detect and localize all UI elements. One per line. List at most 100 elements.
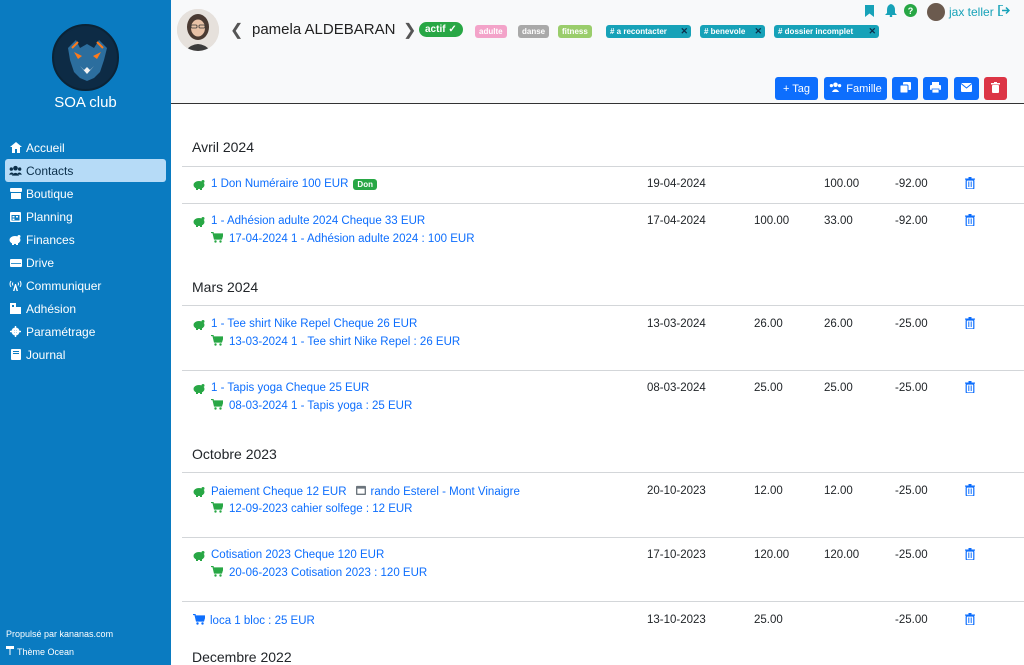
sidebar-item-label: Communiquer — [26, 278, 102, 293]
bookmark-icon[interactable] — [865, 5, 874, 20]
sidebar-item-planning[interactable]: Planning — [5, 205, 166, 228]
month-heading: Octobre 2023 — [192, 446, 277, 462]
amount-due: 120.00 — [754, 549, 790, 561]
sidebar-item-parametrage[interactable]: Paramétrage — [5, 320, 166, 343]
divider — [182, 537, 1024, 538]
transaction-link[interactable]: 1 - Tapis yoga Cheque 25 EUR — [193, 382, 369, 394]
envelope-icon — [960, 82, 973, 95]
club-name: SOA club — [54, 94, 117, 111]
logout-icon[interactable] — [997, 4, 1010, 19]
sidebar-item-drive[interactable]: Drive — [5, 251, 166, 274]
order-link[interactable]: 17-04-2024 1 - Adhésion adulte 2024 : 10… — [211, 231, 475, 246]
print-button[interactable] — [923, 77, 948, 100]
transaction-link[interactable]: Cotisation 2023 Cheque 120 EUR — [193, 549, 384, 561]
trash-icon[interactable] — [965, 214, 975, 229]
delete-contact-button[interactable] — [984, 77, 1007, 100]
balance: -92.00 — [895, 215, 928, 227]
trash-icon[interactable] — [965, 548, 975, 563]
transaction-date: 17-10-2023 — [647, 549, 706, 561]
remove-tag-icon[interactable]: ✕ — [680, 26, 688, 36]
trash-icon[interactable] — [965, 613, 975, 628]
sidebar-item-journal[interactable]: Journal — [5, 343, 166, 366]
sidebar-item-accueil[interactable]: Accueil — [5, 136, 166, 159]
divider — [182, 305, 1024, 306]
balance: -25.00 — [895, 614, 928, 626]
add-tag-button[interactable]: + Tag — [775, 77, 818, 100]
transaction-link[interactable]: loca 1 bloc : 25 EUR — [193, 613, 315, 628]
calendar-icon — [355, 485, 366, 498]
svg-text:?: ? — [908, 6, 914, 16]
sidebar: SOA club Accueil Contacts Boutique Plann… — [0, 0, 171, 665]
user-avatar — [927, 3, 945, 21]
transaction-link[interactable]: 1 - Tee shirt Nike Repel Cheque 26 EUR — [193, 318, 417, 330]
order-link[interactable]: 08-03-2024 1 - Tapis yoga : 25 EUR — [211, 398, 412, 413]
broadcast-icon — [9, 279, 22, 292]
gear-icon — [9, 325, 22, 338]
chevron-right-icon[interactable]: ❯ — [403, 22, 417, 39]
club-logo[interactable] — [52, 24, 119, 91]
sidebar-item-adhesion[interactable]: Adhésion — [5, 297, 166, 320]
membership-icon — [9, 302, 22, 315]
divider — [182, 166, 1024, 167]
transaction-link[interactable]: 1 - Adhésion adulte 2024 Cheque 33 EUR — [193, 215, 425, 227]
status-badge: actif ✓ — [419, 22, 463, 37]
user-menu[interactable]: jax teller — [927, 3, 1010, 21]
transaction-link[interactable]: Paiement Cheque 12 EUR rando Esterel - M… — [193, 485, 520, 498]
event-link[interactable]: rando Esterel - Mont Vinaigre — [370, 485, 520, 498]
divider — [182, 601, 1024, 602]
piggy-bank-icon — [193, 319, 206, 330]
sidebar-item-label: Finances — [26, 232, 75, 247]
tag-badge-adulte: adulte — [475, 25, 507, 38]
piggy-bank-icon — [193, 179, 206, 190]
tag-badge-recontacter: # a recontacter ✕ — [606, 25, 691, 38]
sidebar-item-contacts[interactable]: Contacts — [5, 159, 166, 182]
bell-icon[interactable] — [885, 4, 897, 20]
cart-icon — [211, 501, 224, 516]
transaction-date: 13-10-2023 — [647, 614, 706, 626]
amount-due: 25.00 — [754, 382, 783, 394]
remove-tag-icon[interactable]: ✕ — [868, 26, 876, 36]
cart-icon — [193, 613, 206, 628]
piggy-bank-icon — [9, 233, 22, 246]
users-icon — [829, 82, 842, 95]
paint-roller-icon — [6, 646, 14, 657]
piggy-bank-icon — [193, 216, 206, 227]
transaction-link[interactable]: 1 Don Numéraire 100 EUR Don — [193, 178, 377, 190]
help-icon[interactable]: ? — [904, 4, 917, 20]
home-icon — [9, 141, 22, 154]
sidebar-item-label: Adhésion — [26, 301, 77, 316]
contact-avatar[interactable] — [177, 9, 219, 51]
email-button[interactable] — [954, 77, 979, 100]
transaction-date: 20-10-2023 — [647, 485, 706, 497]
remove-tag-icon[interactable]: ✕ — [754, 26, 762, 36]
sidebar-item-boutique[interactable]: Boutique — [5, 182, 166, 205]
amount-paid: 100.00 — [824, 178, 860, 190]
duplicate-button[interactable] — [892, 77, 918, 100]
amount-paid: 33.00 — [824, 215, 853, 227]
famille-button[interactable]: Famille — [824, 77, 887, 100]
sidebar-item-label: Boutique — [26, 186, 74, 201]
trash-icon[interactable] — [965, 381, 975, 396]
tag-badge-dossier-incomplet: # dossier incomplet ✕ — [774, 25, 879, 38]
chevron-left-icon[interactable]: ❮ — [230, 22, 244, 39]
order-link[interactable]: 12-09-2023 cahier solfege : 12 EUR — [211, 501, 412, 516]
trash-icon[interactable] — [965, 317, 975, 332]
footer-powered-by[interactable]: Propulsé par kananas.com — [6, 629, 114, 639]
order-link[interactable]: 13-03-2024 1 - Tee shirt Nike Repel : 26… — [211, 334, 460, 349]
trash-icon[interactable] — [965, 177, 975, 192]
transactions-list: Avril 2024 1 Don Numéraire 100 EUR Don 1… — [171, 104, 1024, 665]
order-link[interactable]: 20-06-2023 Cotisation 2023 : 120 EUR — [211, 565, 427, 580]
tag-badge-benevole: # benevole ✕ — [700, 25, 765, 38]
divider — [182, 370, 1024, 371]
sidebar-item-communiquer[interactable]: Communiquer — [5, 274, 166, 297]
calendar-icon — [9, 210, 22, 223]
sidebar-item-finances[interactable]: Finances — [5, 228, 166, 251]
copy-icon — [899, 81, 911, 96]
print-icon — [930, 81, 941, 96]
balance: -25.00 — [895, 382, 928, 394]
footer-theme[interactable]: Thème Ocean — [6, 646, 74, 657]
divider — [182, 203, 1024, 204]
month-heading: Avril 2024 — [192, 139, 255, 155]
trash-icon[interactable] — [965, 484, 975, 499]
month-heading: Mars 2024 — [192, 279, 259, 295]
